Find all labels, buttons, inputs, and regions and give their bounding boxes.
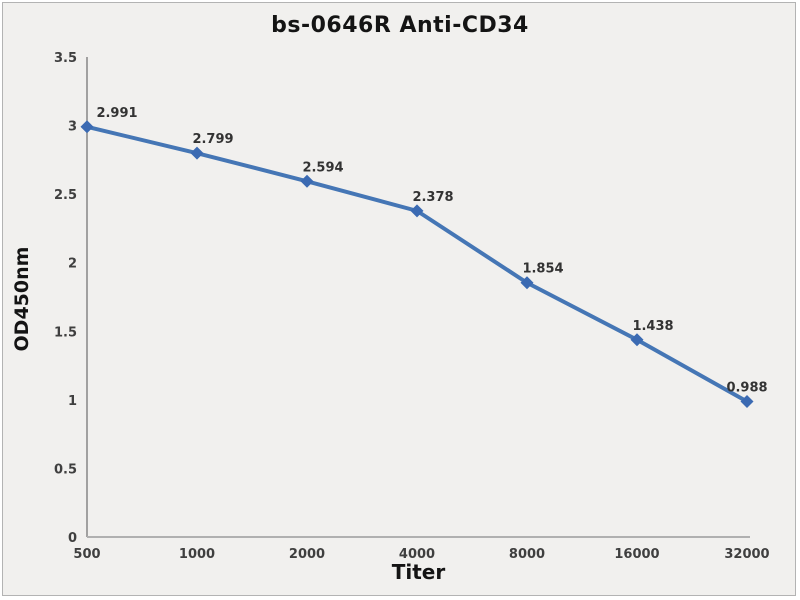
svg-text:0.988: 0.988 [726, 381, 767, 396]
svg-text:2: 2 [68, 257, 77, 272]
svg-text:2.378: 2.378 [412, 190, 453, 205]
svg-text:2.5: 2.5 [54, 188, 77, 203]
svg-text:2.799: 2.799 [192, 132, 233, 147]
svg-text:3.5: 3.5 [54, 51, 77, 66]
svg-text:3: 3 [68, 120, 77, 135]
x-axis-title: Titer [391, 560, 446, 584]
svg-text:2000: 2000 [289, 547, 325, 562]
svg-text:0.5: 0.5 [54, 462, 77, 477]
svg-text:4000: 4000 [399, 547, 435, 562]
x-axis-tick-labels: 500 1000 2000 4000 8000 16000 32000 [73, 547, 769, 562]
svg-text:2.594: 2.594 [302, 160, 343, 175]
svg-text:1: 1 [68, 394, 77, 409]
svg-text:2.991: 2.991 [96, 106, 137, 121]
series-line [85, 124, 749, 404]
svg-text:8000: 8000 [509, 547, 545, 562]
series-markers [80, 120, 754, 409]
svg-text:1.5: 1.5 [54, 325, 77, 340]
svg-text:32000: 32000 [724, 547, 769, 562]
svg-text:0: 0 [68, 531, 77, 546]
chart-title: bs-0646R Anti-CD34 [271, 13, 529, 38]
svg-text:1.854: 1.854 [522, 262, 563, 277]
y-axis-tick-labels: 0 0.5 1 1.5 2 2.5 3 3.5 [54, 51, 77, 546]
data-labels: 2.991 2.799 2.594 2.378 1.854 1.438 0.988 [96, 106, 767, 396]
svg-text:500: 500 [73, 547, 100, 562]
svg-text:1000: 1000 [179, 547, 215, 562]
axes [86, 57, 750, 538]
svg-text:16000: 16000 [614, 547, 659, 562]
svg-text:1.438: 1.438 [632, 319, 673, 334]
